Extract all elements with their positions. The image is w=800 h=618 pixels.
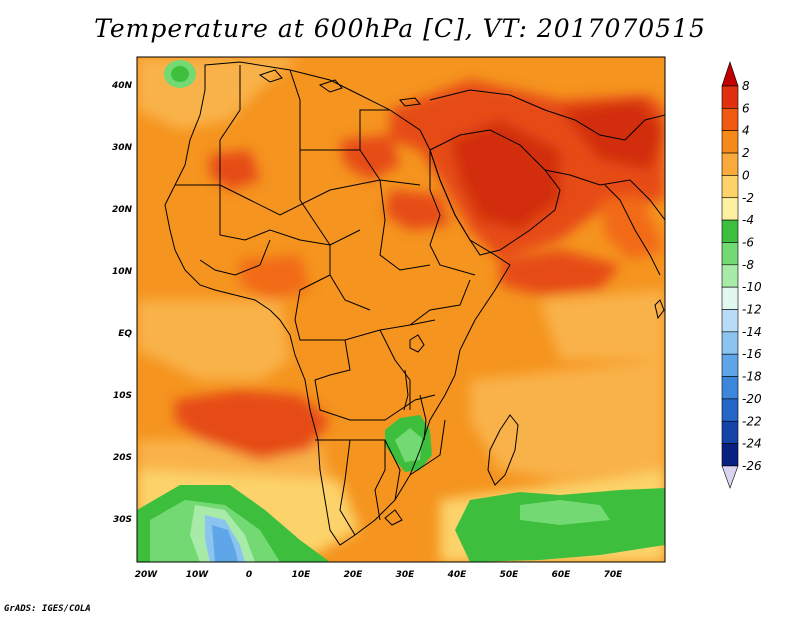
colorbar-label: -26	[742, 459, 762, 473]
colorbar-label: 8	[742, 79, 750, 93]
lon-label-10W: 10W	[186, 570, 210, 580]
lon-label-30E: 30E	[396, 570, 416, 580]
colorbar-label: -20	[742, 392, 762, 406]
colorbar-segment	[721, 398, 739, 422]
lat-label-20N: 20N	[112, 205, 133, 215]
lon-label-50E: 50E	[500, 570, 520, 580]
credit-footer: GrADS: IGES/COLA	[4, 604, 91, 614]
lat-label-30S: 30S	[113, 515, 132, 525]
colorbar-segment	[721, 242, 739, 266]
colorbar-segment	[721, 309, 739, 333]
colorbar-label: 2	[742, 146, 750, 160]
temperature-field	[137, 57, 665, 562]
lat-label-eq: EQ	[118, 329, 132, 339]
lon-label-20E: 20E	[344, 570, 364, 580]
colorbar-label: -18	[742, 370, 762, 384]
colorbar-segment	[721, 152, 739, 176]
colorbar-segment	[721, 85, 739, 109]
lon-label-60E: 60E	[552, 570, 572, 580]
colorbar-bottom-arrow	[721, 465, 739, 489]
lat-label-20S: 20S	[113, 453, 132, 463]
country-boundaries	[164, 61, 665, 546]
colorbar-label: 6	[742, 101, 750, 115]
map-title: Temperature at 600hPa [C], VT: 201707051…	[94, 14, 706, 43]
lon-label-40E: 40E	[447, 570, 468, 580]
colorbar-label: -22	[742, 414, 762, 428]
colorbar-segment	[721, 420, 739, 444]
colorbar-label: -14	[742, 325, 762, 339]
colorbar-segment	[721, 108, 739, 131]
lat-label-30N: 30N	[112, 143, 133, 153]
colorbar-label: -12	[742, 303, 762, 317]
lat-label-10N: 10N	[112, 267, 133, 277]
colorbar-label: -24	[742, 437, 762, 451]
lon-label-0: 0	[246, 570, 252, 580]
colorbar-label: -16	[742, 347, 762, 361]
colorbar-label: -2	[742, 191, 754, 205]
colorbar: 8 6 4 2 0 -2 -4 -6 -8 -10 -12 -14 -16 -18 -20 -22 -24 -26	[721, 61, 762, 489]
colorbar-segment	[721, 197, 739, 221]
colorbar-segment	[721, 175, 739, 199]
colorbar-label: 0	[742, 168, 750, 182]
lon-label-70E: 70E	[604, 570, 624, 580]
colorbar-label: -8	[742, 258, 754, 272]
colorbar-segment	[721, 353, 739, 377]
colorbar-segment	[721, 443, 739, 467]
colorbar-label: 4	[742, 124, 750, 138]
axis-labels: 40N 30N 20N 10N EQ 10S 20S 30S 20W 10W 0…	[111, 81, 623, 580]
colorbar-segment	[721, 331, 739, 355]
colorbar-label: -10	[742, 280, 762, 294]
colorbar-segment	[721, 219, 739, 243]
colorbar-segment	[721, 376, 739, 400]
lon-label-10E: 10E	[292, 570, 312, 580]
colorbar-segment	[721, 286, 739, 310]
colorbar-label: -6	[742, 235, 754, 249]
colorbar-top-arrow	[721, 61, 739, 87]
lon-label-20W: 20W	[135, 570, 159, 580]
lat-label-10S: 10S	[113, 391, 132, 401]
colorbar-label: -4	[742, 213, 754, 227]
colorbar-segment	[721, 264, 739, 288]
colorbar-segment	[721, 130, 739, 154]
map-frame	[136, 56, 666, 563]
lat-label-40N: 40N	[111, 81, 133, 91]
